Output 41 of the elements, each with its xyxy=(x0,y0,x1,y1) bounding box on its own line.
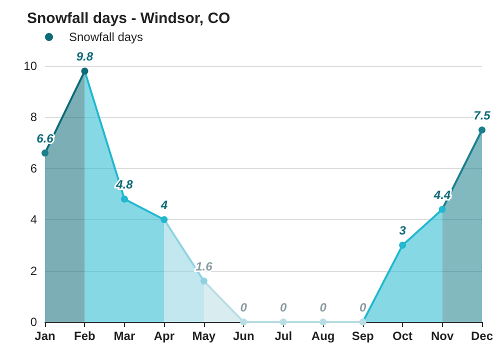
data-label: 0 xyxy=(359,300,366,314)
x-tick-label: Oct xyxy=(392,329,413,343)
x-tick-label: May xyxy=(192,329,216,343)
chart-title: Snowfall days - Windsor, CO xyxy=(27,10,231,27)
legend-label: Snowfall days xyxy=(69,30,144,44)
y-tick-label: 0 xyxy=(30,315,38,329)
x-tick-label: Jun xyxy=(232,329,254,343)
x-tick-label: Jan xyxy=(34,329,56,343)
point xyxy=(438,206,446,213)
point xyxy=(359,318,366,326)
data-label: 9.8 xyxy=(76,50,94,64)
x-tick-label: Mar xyxy=(114,329,136,343)
y-tick-label: 8 xyxy=(30,110,38,124)
y-tick-label: 10 xyxy=(24,59,38,73)
point xyxy=(399,242,406,249)
data-label: 0 xyxy=(240,300,248,314)
y-tick-label: 4 xyxy=(30,212,38,227)
x-tick-label: Nov xyxy=(430,329,454,343)
y-tick-label: 6 xyxy=(30,161,38,176)
x-tick-label: Aug xyxy=(311,329,335,343)
data-label: 7.5 xyxy=(474,108,491,122)
data-label: 0 xyxy=(320,300,327,314)
y-tick-label: 2 xyxy=(30,264,38,278)
data-label: 1.6 xyxy=(196,260,213,274)
point xyxy=(478,126,486,134)
data-label: 3 xyxy=(399,224,406,238)
point xyxy=(120,196,128,203)
point xyxy=(280,318,287,326)
point xyxy=(160,216,168,224)
point xyxy=(240,318,248,326)
x-tick-label: Feb xyxy=(74,329,96,343)
x-tick-label: Sep xyxy=(352,329,374,343)
point xyxy=(81,68,88,75)
data-label: 0 xyxy=(280,300,288,314)
data-label: 4 xyxy=(160,198,168,212)
point xyxy=(42,150,48,157)
x-tick-label: Jul xyxy=(274,329,292,343)
point xyxy=(320,318,327,326)
x-tick-label: Dec xyxy=(470,329,494,343)
x-tick-label: Apr xyxy=(154,329,175,343)
point xyxy=(200,278,208,285)
